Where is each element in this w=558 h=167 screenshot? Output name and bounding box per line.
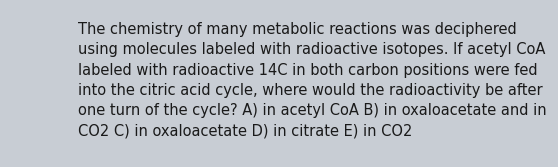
Text: The chemistry of many metabolic reactions was deciphered
using molecules labeled: The chemistry of many metabolic reaction… [78, 22, 547, 139]
